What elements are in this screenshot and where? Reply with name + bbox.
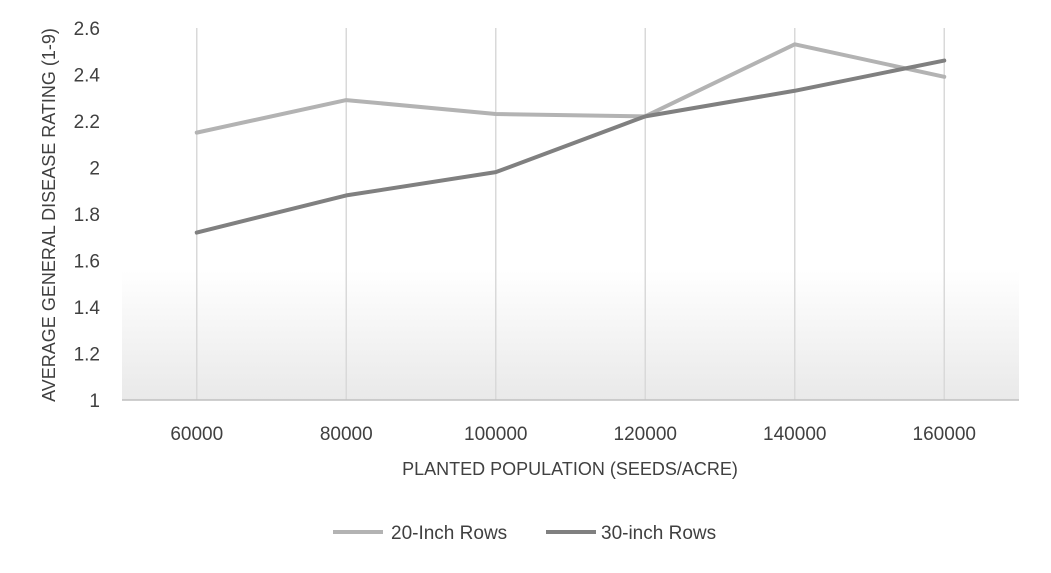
series-line	[194, 42, 947, 135]
y-tick-label: 2	[89, 159, 100, 180]
plot-background	[122, 165, 1019, 400]
y-tick-label: 2.2	[74, 112, 100, 133]
y-tick-label: 1.8	[74, 205, 100, 226]
series-lines	[194, 42, 947, 235]
series-line	[194, 58, 947, 235]
x-tick-label: 60000	[170, 424, 223, 445]
legend-label: 30-inch Rows	[601, 523, 716, 544]
x-tick-labels: 60000 80000 100000 120000 140000 160000	[170, 424, 976, 445]
x-tick-label: 160000	[913, 424, 976, 445]
y-tick-label: 2.6	[74, 19, 100, 40]
y-axis-title: AVERAGE GENERAL DISEASE RATING (1-9)	[39, 28, 59, 402]
y-tick-label: 1.2	[74, 345, 100, 366]
legend-label: 20-Inch Rows	[391, 523, 507, 544]
y-tick-label: 1	[89, 391, 100, 412]
y-tick-label: 2.4	[74, 66, 101, 87]
x-axis-title: PLANTED POPULATION (SEEDS/ACRE)	[402, 459, 738, 479]
y-tick-label: 1.4	[74, 298, 101, 319]
x-tick-label: 120000	[614, 424, 677, 445]
x-tick-label: 100000	[464, 424, 527, 445]
legend: 20-Inch Rows 30-inch Rows	[333, 523, 716, 544]
y-tick-label: 1.6	[74, 252, 100, 273]
y-tick-labels: 1 1.2 1.4 1.6 1.8 2 2.2 2.4 2.6	[74, 19, 101, 412]
x-tick-label: 80000	[320, 424, 373, 445]
x-tick-label: 140000	[763, 424, 826, 445]
